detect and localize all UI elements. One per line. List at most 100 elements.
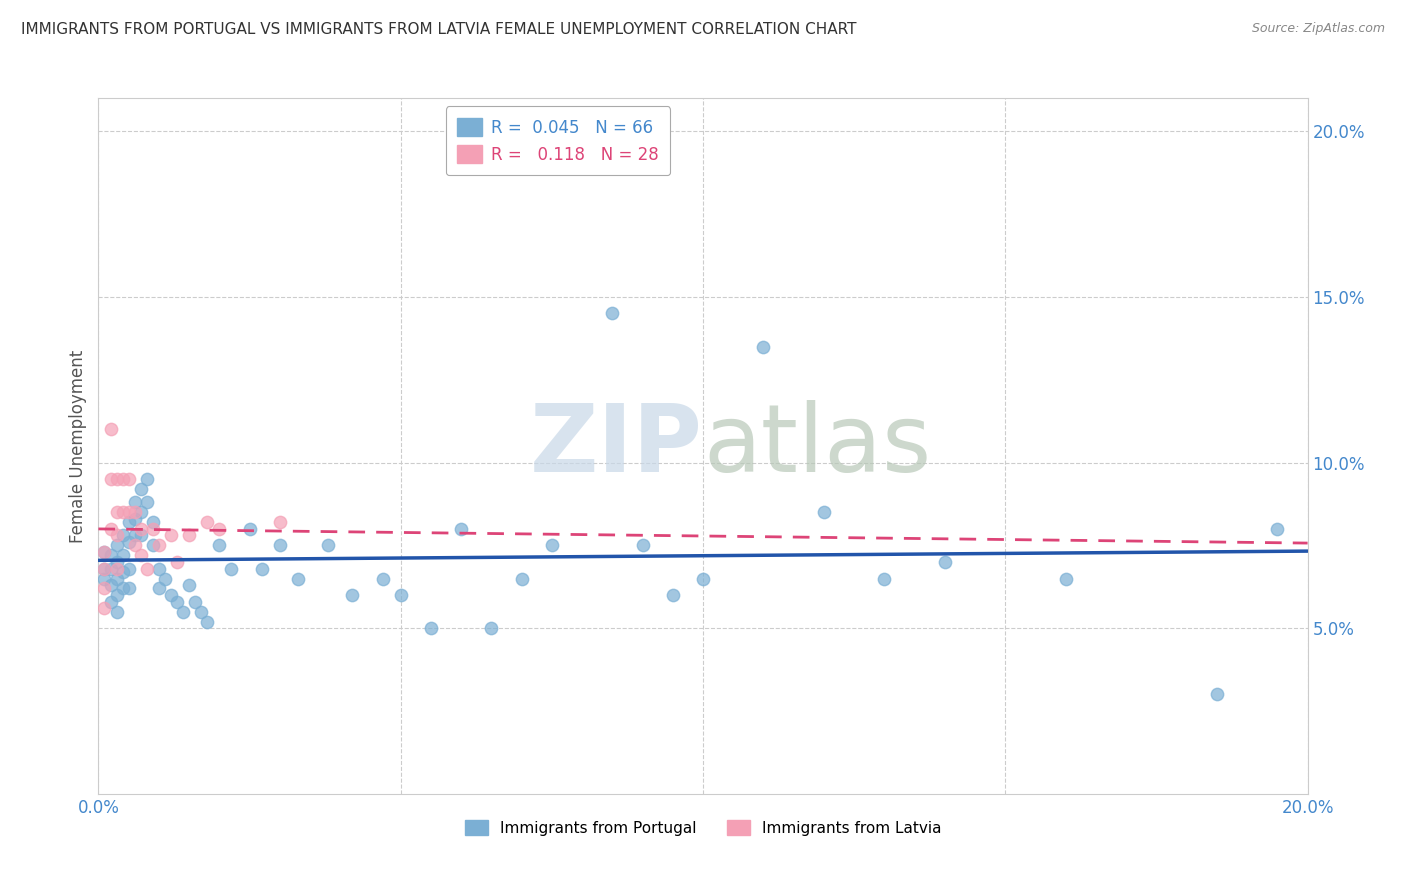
Point [124, 505, 146, 519]
Point [420, 621, 443, 635]
Point [195, 515, 218, 529]
Text: IMMIGRANTS FROM PORTUGAL VS IMMIGRANTS FROM LATVIA FEMALE UNEMPLOYMENT CORRELATI: IMMIGRANTS FROM PORTUGAL VS IMMIGRANTS F… [21, 22, 856, 37]
Point [111, 505, 134, 519]
Point [105, 472, 128, 486]
Point [93, 601, 115, 615]
Point [172, 605, 194, 619]
Point [160, 588, 183, 602]
Point [93, 545, 115, 559]
Y-axis label: Female Unemployment: Female Unemployment [69, 350, 87, 542]
Point [118, 535, 141, 549]
Text: atlas: atlas [703, 400, 931, 492]
Point [100, 595, 122, 609]
Point [111, 528, 134, 542]
Point [129, 505, 152, 519]
Point [148, 538, 170, 552]
Point [160, 528, 183, 542]
Point [129, 522, 152, 536]
Point [135, 561, 157, 575]
Point [269, 515, 291, 529]
Point [148, 561, 170, 575]
Point [105, 605, 128, 619]
Point [287, 572, 309, 586]
Point [179, 528, 201, 542]
Legend: Immigrants from Portugal, Immigrants from Latvia: Immigrants from Portugal, Immigrants fro… [458, 814, 948, 842]
Point [166, 595, 188, 609]
Point [153, 572, 176, 586]
Point [118, 515, 141, 529]
Point [118, 505, 141, 519]
Point [129, 528, 152, 542]
Point [111, 565, 134, 579]
Text: Source: ZipAtlas.com: Source: ZipAtlas.com [1251, 22, 1385, 36]
Point [481, 621, 503, 635]
Point [105, 538, 128, 552]
Point [269, 538, 291, 552]
Point [813, 505, 835, 519]
Point [111, 582, 134, 596]
Point [105, 588, 128, 602]
Point [661, 588, 683, 602]
Point [118, 582, 141, 596]
Point [692, 572, 714, 586]
Point [450, 522, 472, 536]
Point [118, 561, 141, 575]
Point [190, 605, 212, 619]
Point [1206, 688, 1229, 702]
Point [124, 528, 146, 542]
Point [93, 545, 115, 559]
Point [135, 495, 157, 509]
Point [129, 549, 152, 563]
Point [208, 538, 231, 552]
Point [105, 555, 128, 569]
Point [105, 528, 128, 542]
Point [873, 572, 896, 586]
Point [105, 572, 128, 586]
Point [250, 561, 273, 575]
Point [124, 495, 146, 509]
Point [111, 472, 134, 486]
Point [389, 588, 412, 602]
Point [100, 561, 122, 575]
Point [100, 522, 122, 536]
Point [105, 505, 128, 519]
Point [100, 578, 122, 592]
Point [1267, 522, 1289, 536]
Point [540, 538, 562, 552]
Point [179, 578, 201, 592]
Point [124, 512, 146, 526]
Point [124, 538, 146, 552]
Point [631, 538, 654, 552]
Point [166, 555, 188, 569]
Point [142, 538, 165, 552]
Point [142, 515, 165, 529]
Point [1054, 572, 1077, 586]
Point [371, 572, 394, 586]
Point [100, 472, 122, 486]
Point [93, 561, 115, 575]
Point [93, 582, 115, 596]
Point [208, 522, 231, 536]
Point [118, 472, 141, 486]
Point [105, 561, 128, 575]
Point [129, 482, 152, 496]
Point [221, 561, 243, 575]
Point [342, 588, 364, 602]
Point [316, 538, 339, 552]
Point [142, 522, 165, 536]
Point [602, 306, 624, 320]
Point [135, 472, 157, 486]
Point [510, 572, 533, 586]
Point [100, 549, 122, 563]
Point [752, 340, 775, 354]
Point [148, 582, 170, 596]
Point [195, 615, 218, 629]
Point [111, 549, 134, 563]
Point [100, 422, 122, 436]
Point [93, 561, 115, 575]
Point [93, 572, 115, 586]
Text: ZIP: ZIP [530, 400, 703, 492]
Point [184, 595, 207, 609]
Point [934, 555, 956, 569]
Point [239, 522, 262, 536]
